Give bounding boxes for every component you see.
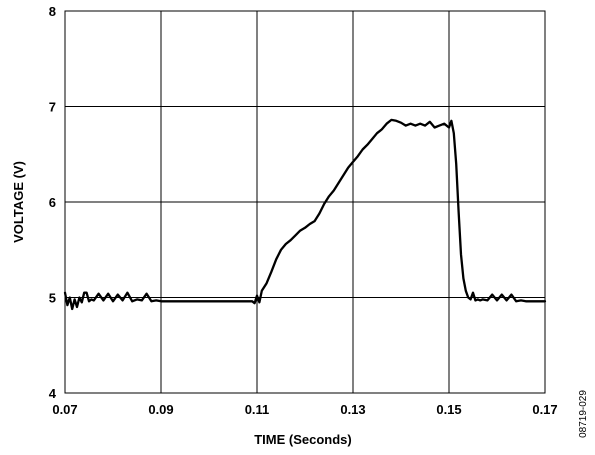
y-tick-label: 7 [49, 100, 56, 115]
y-axis-title: VOLTAGE (V) [11, 161, 26, 243]
x-tick-label: 0.13 [340, 402, 365, 417]
y-tick-label: 4 [49, 386, 57, 401]
x-tick-label: 0.11 [245, 402, 270, 417]
x-tick-labels: 0.07 0.09 0.11 0.13 0.15 0.17 [52, 402, 557, 417]
grid-lines [65, 11, 545, 393]
y-tick-label: 6 [49, 195, 56, 210]
y-tick-label: 8 [49, 4, 56, 19]
x-tick-label: 0.09 [148, 402, 173, 417]
x-tick-label: 0.07 [52, 402, 77, 417]
plot-frame [64, 10, 546, 394]
x-axis-title: TIME (Seconds) [254, 432, 352, 447]
x-tick-label: 0.17 [532, 402, 557, 417]
voltage-trace-line [63, 118, 547, 311]
x-tick-label: 0.15 [436, 402, 461, 417]
y-tick-labels: 4 5 6 7 8 [49, 4, 57, 401]
figure-id-label: 08719-029 [578, 390, 589, 438]
y-tick-label: 5 [49, 291, 56, 306]
